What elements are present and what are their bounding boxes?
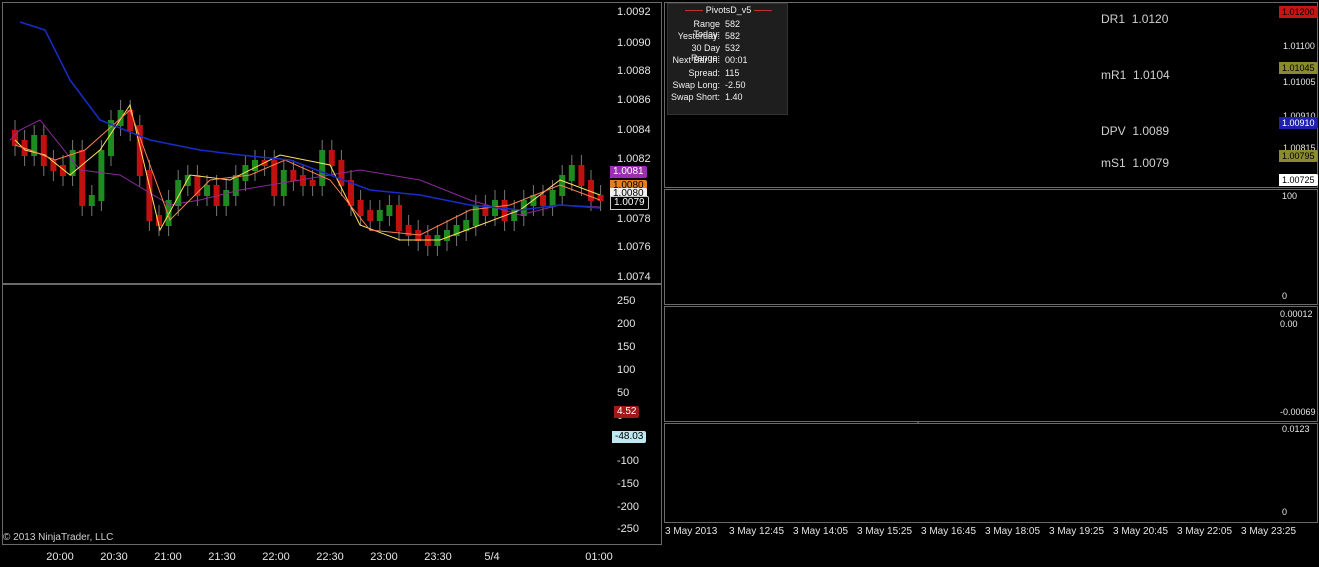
info-row: Yesterday: 582 bbox=[677, 31, 741, 41]
pivot-tag-ms1: 1.00795 bbox=[1279, 150, 1318, 162]
oscillator-panel[interactable] bbox=[664, 189, 1318, 305]
time-tick: 5/4 bbox=[484, 551, 500, 563]
info-title: PivotsD_v5 bbox=[668, 5, 789, 15]
pivots-tick: 1.00815 bbox=[1283, 143, 1316, 153]
pivot-tag-mr1: 1.01045 bbox=[1279, 62, 1318, 74]
price-tag-last: 1.0079 bbox=[610, 196, 649, 210]
vol-tick: 0.0123 bbox=[1282, 424, 1310, 434]
time-tick: 3 May 22:05 bbox=[1177, 526, 1233, 537]
hist-tick: 0.00012 bbox=[1280, 309, 1313, 319]
price-tick: 1.0086 bbox=[617, 94, 651, 106]
info-row: Range Today: 582 bbox=[693, 19, 741, 39]
info-row: 30 Day Range: 532 bbox=[690, 43, 741, 63]
price-tick: 1.0092 bbox=[617, 6, 651, 18]
price-tick: 1.0088 bbox=[617, 65, 651, 77]
info-row: Next Bar In: 00:01 bbox=[672, 55, 748, 65]
time-tick: 3 May 14:05 bbox=[793, 526, 849, 537]
hist-tick: -0.00069 bbox=[1280, 407, 1316, 417]
info-row: Spread: 115 bbox=[688, 68, 740, 78]
time-tick: 3 May 23:25 bbox=[1241, 526, 1297, 537]
vol-tick: 0 bbox=[1282, 507, 1288, 517]
cci-tick: 100 bbox=[617, 364, 636, 376]
price-tick: 1.0090 bbox=[617, 37, 651, 49]
time-tick: 3 May 20:45 bbox=[1113, 526, 1169, 537]
copyright-text: © 2013 NinjaTrader, LLC bbox=[3, 532, 114, 543]
time-tick: 3 May 16:45 bbox=[921, 526, 977, 537]
pivot-tag-dpv: 1.00910 bbox=[1279, 117, 1318, 129]
cci-tick: 200 bbox=[617, 318, 636, 330]
osc-tick: 0 bbox=[1282, 291, 1288, 301]
price-chart-panel[interactable] bbox=[2, 2, 662, 284]
pivots-tick: 1.01100 bbox=[1283, 41, 1315, 51]
cci-tag-cyan: -48.03 bbox=[612, 431, 647, 443]
cci-tag-red: 4.52 bbox=[614, 406, 640, 418]
info-row: Swap Short: 1.40 bbox=[670, 92, 743, 102]
histogram-panel[interactable] bbox=[664, 306, 1318, 422]
osc-tick: 100 bbox=[1282, 191, 1298, 201]
time-tick: 22:00 bbox=[262, 551, 290, 563]
time-tick: 23:30 bbox=[424, 551, 452, 563]
pivot-tag-dr1: 1.01200 bbox=[1279, 6, 1318, 18]
price-tick: 1.0078 bbox=[617, 213, 651, 225]
hist-tick: 0.00 bbox=[1280, 319, 1298, 329]
price-tick: 1.0076 bbox=[617, 241, 651, 253]
price-tick: 1.0074 bbox=[617, 271, 651, 283]
time-tick: 3 May 15:25 bbox=[857, 526, 913, 537]
cci-tick: -100 bbox=[617, 455, 640, 467]
time-tick: 01:00 bbox=[585, 551, 613, 563]
pivot-label-ms1: mS1 1.0079 bbox=[1101, 156, 1170, 170]
info-row: Swap Long: -2.50 bbox=[672, 80, 746, 90]
time-tick: 3 May 19:25 bbox=[1049, 526, 1105, 537]
pivot-label-dpv: DPV 1.0089 bbox=[1101, 124, 1170, 138]
time-tick: 20:30 bbox=[100, 551, 128, 563]
pivots-tick: 1.00910 bbox=[1283, 111, 1316, 121]
cci-tick: 250 bbox=[617, 295, 636, 307]
cci-tick: 150 bbox=[617, 341, 636, 353]
price-tag-magenta: 1.0081 bbox=[610, 166, 647, 178]
time-tick: 23:00 bbox=[370, 551, 398, 563]
cci-tick: 50 bbox=[617, 387, 630, 399]
time-tick: 21:30 bbox=[208, 551, 236, 563]
pivots-info-box: PivotsD_v5 Range Today: 582 Yesterday: 582… bbox=[667, 3, 788, 115]
time-tick: 21:00 bbox=[154, 551, 182, 563]
time-tick: 3 May 18:05 bbox=[985, 526, 1041, 537]
time-tick: 3 May 12:45 bbox=[729, 526, 785, 537]
pivot-tag-last: 1.00725 bbox=[1279, 174, 1318, 186]
price-tick: 1.0082 bbox=[617, 153, 651, 165]
time-tick: 22:30 bbox=[316, 551, 344, 563]
pivots-tick: 1.01005 bbox=[1283, 77, 1316, 87]
pivot-label-mr1: mR1 1.0104 bbox=[1101, 68, 1170, 82]
cci-panel[interactable] bbox=[2, 284, 662, 545]
cci-tick: -250 bbox=[617, 523, 640, 535]
time-tick: 20:00 bbox=[46, 551, 74, 563]
cci-tick: -200 bbox=[617, 501, 640, 513]
pivot-label-dr1: DR1 1.0120 bbox=[1101, 12, 1169, 26]
volume-panel[interactable] bbox=[664, 423, 1318, 523]
time-tick: 3 May 2013 bbox=[665, 526, 718, 537]
price-tick: 1.0084 bbox=[617, 124, 651, 136]
cci-tick: -150 bbox=[617, 478, 640, 490]
